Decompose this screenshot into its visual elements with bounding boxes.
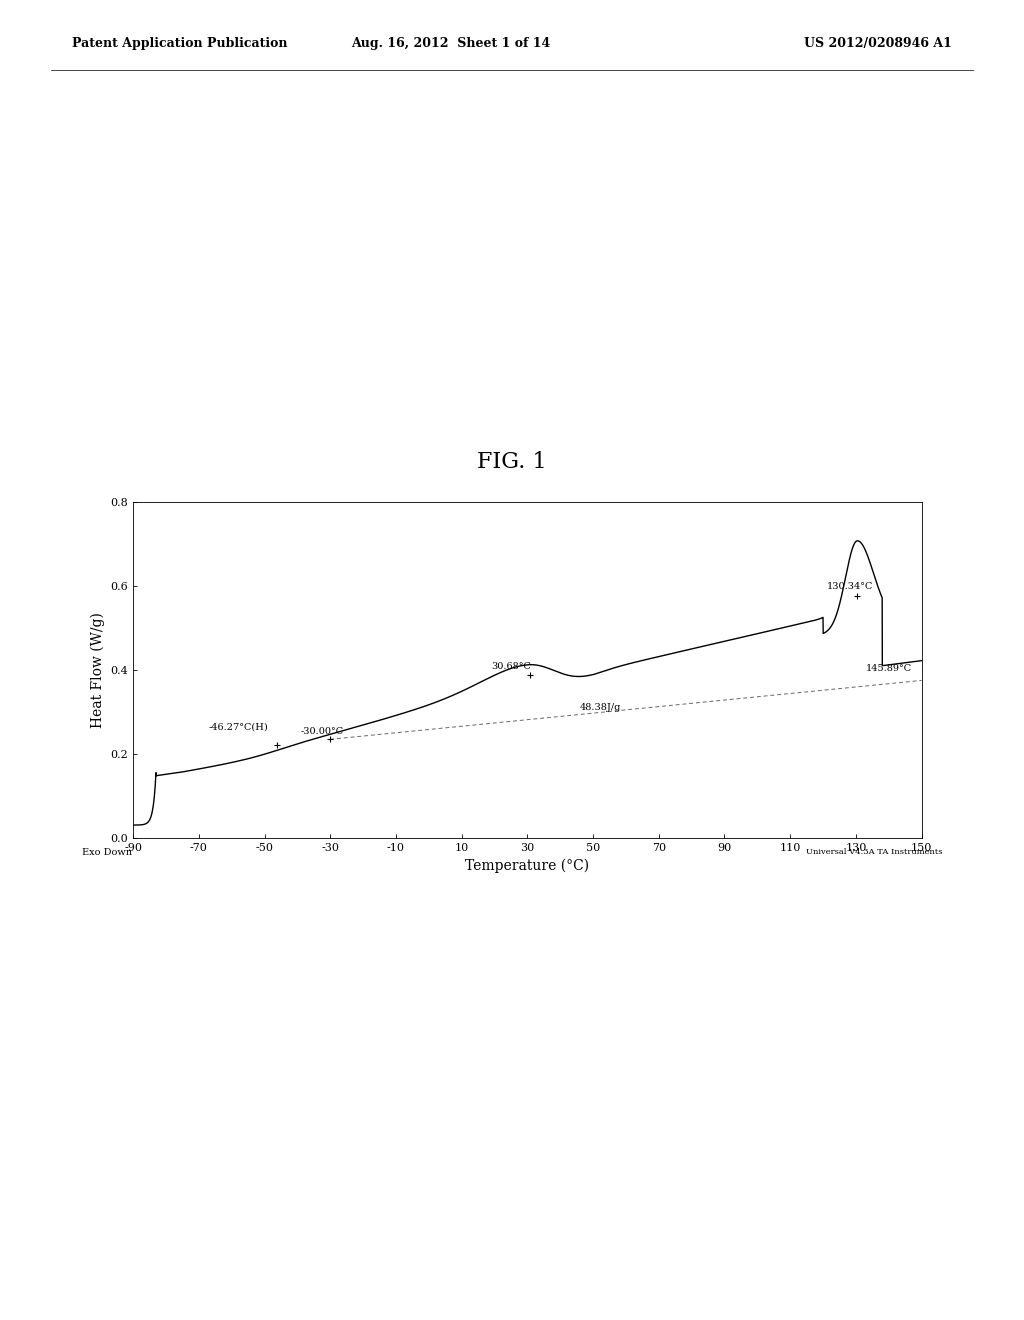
Text: Aug. 16, 2012  Sheet 1 of 14: Aug. 16, 2012 Sheet 1 of 14: [351, 37, 550, 50]
Text: -30.00°C: -30.00°C: [301, 727, 344, 735]
Text: FIG. 1: FIG. 1: [477, 451, 547, 473]
Text: US 2012/0208946 A1: US 2012/0208946 A1: [805, 37, 952, 50]
Text: 30.68°C: 30.68°C: [492, 663, 531, 671]
Y-axis label: Heat Flow (W/g): Heat Flow (W/g): [90, 612, 104, 727]
Text: Universal V4.3A TA Instruments: Universal V4.3A TA Instruments: [806, 847, 942, 857]
Text: Exo Down: Exo Down: [82, 847, 132, 857]
Text: Patent Application Publication: Patent Application Publication: [72, 37, 287, 50]
X-axis label: Temperature (°C): Temperature (°C): [465, 858, 590, 873]
Text: 48.38J/g: 48.38J/g: [580, 702, 622, 711]
Text: -46.27°C(H): -46.27°C(H): [209, 722, 268, 731]
Text: 145.89°C: 145.89°C: [865, 664, 912, 673]
Text: 130.34°C: 130.34°C: [826, 582, 872, 591]
